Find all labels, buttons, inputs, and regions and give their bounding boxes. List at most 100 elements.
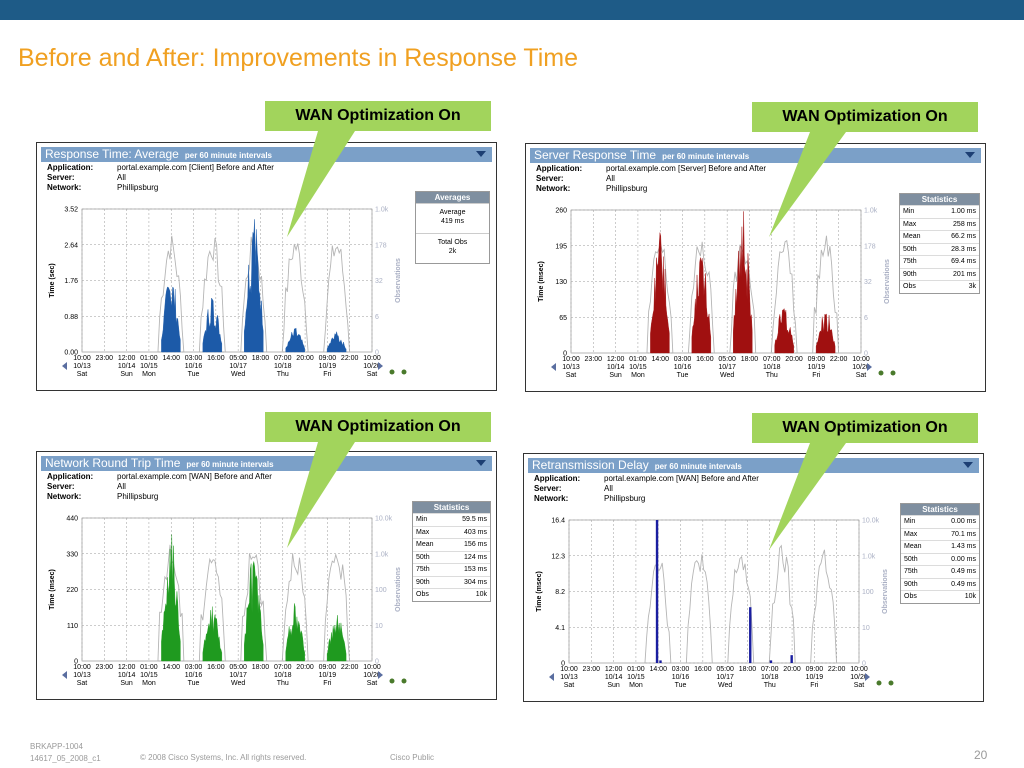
zoom-out-icon[interactable] xyxy=(401,369,407,375)
x-tick-time: 23:00 xyxy=(96,664,114,671)
stats-value: 1.43 ms xyxy=(951,543,976,550)
x-tick-day: Fri xyxy=(810,682,819,689)
x-tick-date: 10/20 xyxy=(363,363,381,370)
scroll-left-icon[interactable] xyxy=(549,673,554,681)
x-tick-date: 10/16 xyxy=(674,364,692,371)
zoom-out-icon[interactable] xyxy=(401,678,407,684)
stats-value: 156 ms xyxy=(464,541,487,548)
zoom-in-icon[interactable] xyxy=(389,369,395,375)
x-tick-time: 22:00 xyxy=(341,355,359,362)
stats-row: Obs 10k xyxy=(901,590,979,603)
y2-tick-label: 32 xyxy=(864,279,872,286)
collapse-chevron-icon[interactable] xyxy=(963,462,973,468)
stats-title: Statistics xyxy=(413,502,490,513)
footer-code: BRKAPP-1004 14617_05_2008_c1 xyxy=(30,741,101,765)
stats-row: Mean 66.2 ms xyxy=(900,230,979,243)
x-tick-time: 22:00 xyxy=(830,356,848,363)
scroll-right-icon[interactable] xyxy=(378,362,383,370)
stats-value: 258 ms xyxy=(953,220,976,228)
meta-value: Phillipsburg xyxy=(606,184,648,193)
panel-title: Network Round Trip Time xyxy=(45,456,181,470)
stats-label: Min xyxy=(416,516,428,523)
y-tick-label: 0.00 xyxy=(64,350,78,357)
x-tick-day: Mon xyxy=(629,682,643,689)
scroll-left-icon[interactable] xyxy=(62,362,67,370)
stats-label: 75th xyxy=(416,566,430,573)
x-tick-day: Fri xyxy=(812,372,821,379)
zoom-out-icon[interactable] xyxy=(888,680,894,686)
series-area-day-1 xyxy=(202,606,223,662)
zoom-in-icon[interactable] xyxy=(876,680,882,686)
x-tick-day: Tue xyxy=(675,682,687,689)
y2-axis-label: Observations xyxy=(395,567,402,612)
y2-tick-label: 0 xyxy=(862,661,866,668)
x-tick-time: 10:00 xyxy=(73,664,91,671)
stats-value: 201 ms xyxy=(953,270,976,278)
x-tick-day: Sat xyxy=(566,372,577,379)
x-tick-day: Sat xyxy=(367,371,378,378)
y2-tick-label: 32 xyxy=(375,278,383,285)
collapse-chevron-icon[interactable] xyxy=(476,460,486,466)
series-area-day-4 xyxy=(326,331,347,353)
x-tick-time: 20:00 xyxy=(296,355,314,362)
collapse-chevron-icon[interactable] xyxy=(476,151,486,157)
y-tick-label: 110 xyxy=(67,623,78,630)
stats-row: 90th 201 ms xyxy=(900,267,979,281)
stats-value: 66.2 ms xyxy=(951,233,976,240)
stats-label: Min xyxy=(903,208,915,215)
y-tick-label: 16.4 xyxy=(551,518,565,525)
y-axis-label: Time (msec) xyxy=(49,569,56,610)
zoom-in-icon[interactable] xyxy=(878,370,884,376)
stats-value: 403 ms xyxy=(464,528,487,536)
series-area-day-3 xyxy=(285,327,305,353)
stats-value: 10k xyxy=(964,593,976,600)
y2-tick-label: 178 xyxy=(375,242,387,249)
scroll-left-icon[interactable] xyxy=(551,363,556,371)
x-tick-time: 07:00 xyxy=(761,666,779,673)
stats-title: Statistics xyxy=(900,194,979,205)
x-tick-day: Sun xyxy=(607,682,620,689)
x-tick-date: 10/17 xyxy=(229,363,247,370)
zoom-in-icon[interactable] xyxy=(389,678,395,684)
meta-value: All xyxy=(606,174,615,183)
x-tick-time: 09:00 xyxy=(806,666,824,673)
stats-value: 0.00 ms xyxy=(951,555,976,563)
x-tick-day: Sat xyxy=(77,680,88,687)
y2-tick-label: 10 xyxy=(862,625,870,632)
series-spike-4 xyxy=(790,655,793,663)
x-tick-time: 07:00 xyxy=(274,664,292,671)
scroll-left-icon[interactable] xyxy=(62,671,67,679)
y-axis-label: Time (msec) xyxy=(536,571,543,612)
x-tick-time: 05:00 xyxy=(716,666,734,673)
x-tick-date: 10/14 xyxy=(607,364,625,371)
stats-label: Min xyxy=(904,518,916,525)
scroll-right-icon[interactable] xyxy=(865,673,870,681)
y2-tick-label: 1.0k xyxy=(864,208,878,215)
x-tick-time: 23:00 xyxy=(96,355,114,362)
y-tick-label: 440 xyxy=(66,516,78,523)
y-tick-label: 12.3 xyxy=(551,553,565,560)
top-bar xyxy=(0,0,1024,20)
scroll-right-icon[interactable] xyxy=(867,363,872,371)
x-tick-time: 10:00 xyxy=(363,355,381,362)
x-tick-day: Tue xyxy=(188,371,200,378)
zoom-out-icon[interactable] xyxy=(890,370,896,376)
x-tick-date: 10/15 xyxy=(627,674,645,681)
x-tick-time: 09:00 xyxy=(319,664,337,671)
stats-row: Obs 3k xyxy=(900,280,979,293)
scroll-right-icon[interactable] xyxy=(378,671,383,679)
collapse-chevron-icon[interactable] xyxy=(965,152,975,158)
chart-meta: Application: portal.example.com [Client] … xyxy=(47,163,274,193)
x-tick-date: 10/16 xyxy=(185,363,203,370)
stats-row: Mean 156 ms xyxy=(413,538,490,551)
average-label: Average xyxy=(439,209,466,216)
average-value: 419 ms xyxy=(441,218,464,225)
x-tick-time: 01:00 xyxy=(140,664,158,671)
panel-header: Network Round Trip Time per 60 minute int… xyxy=(41,456,492,471)
stats-row: 75th 69.4 ms xyxy=(900,255,979,268)
meta-key: Server: xyxy=(536,174,564,183)
meta-value: Phillipsburg xyxy=(117,492,159,501)
series-spike-1 xyxy=(659,660,662,663)
meta-value: portal.example.com [WAN] Before and Afte… xyxy=(117,472,272,481)
y2-tick-label: 10.0k xyxy=(375,516,393,523)
